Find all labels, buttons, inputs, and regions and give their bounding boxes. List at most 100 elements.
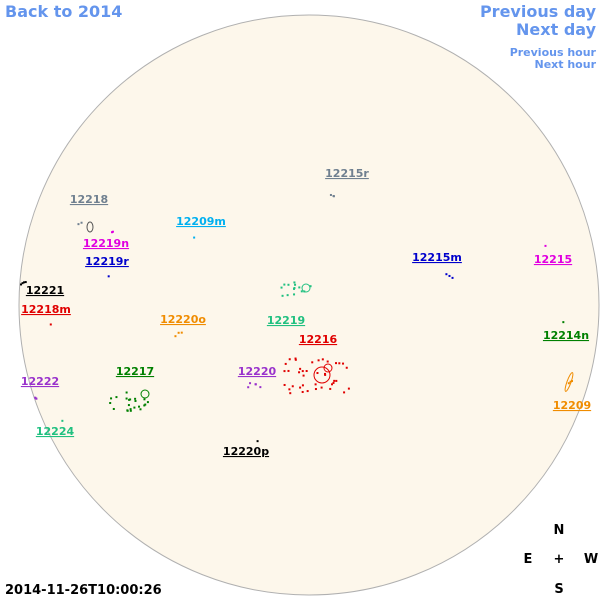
sunspot (21, 282, 24, 285)
sunspot (129, 409, 132, 412)
sunspot (177, 331, 180, 334)
sunspot (127, 404, 130, 407)
sunspot (305, 370, 308, 373)
spot-outline (313, 366, 331, 384)
sunspot (125, 397, 128, 400)
back-link[interactable]: Back to 2014 (5, 2, 122, 21)
compass-north: N (554, 523, 565, 538)
spot-outline (86, 221, 94, 233)
sunspot (291, 385, 294, 388)
sunspot (333, 379, 336, 382)
sunspot (343, 391, 346, 394)
sunspot (20, 283, 23, 286)
sunspot (316, 372, 319, 375)
compass-south: S (554, 582, 563, 597)
region-label[interactable]: 12215r (325, 167, 369, 180)
sunspot (133, 406, 136, 409)
next-hour-link[interactable]: Next hour (535, 58, 597, 71)
sunspot (110, 231, 113, 234)
sunspot (110, 397, 113, 400)
previous-day-link[interactable]: Previous day (480, 2, 597, 21)
sunspot (301, 384, 304, 387)
sunspot (126, 409, 129, 412)
sunspot (23, 281, 26, 284)
sunspot (320, 386, 323, 389)
sunspot (335, 362, 338, 365)
sunspot (134, 397, 137, 400)
sunspot (174, 335, 177, 338)
sunspot (288, 388, 291, 391)
region-label[interactable]: 12218m (21, 303, 71, 316)
sunspot (324, 373, 327, 376)
sunspot (254, 383, 257, 386)
region-label[interactable]: 12214n (543, 329, 589, 342)
sunspot (193, 236, 196, 239)
sunspot (286, 294, 289, 297)
sunspot (301, 390, 304, 393)
sunspot (332, 381, 335, 384)
sunspot (280, 286, 283, 289)
sunspot (302, 374, 305, 377)
region-label[interactable]: 12224 (36, 425, 75, 438)
sunspot (125, 391, 128, 394)
sunspot (544, 244, 547, 247)
region-label[interactable]: 12219r (85, 255, 129, 268)
sunspot (128, 398, 131, 401)
sunspot (115, 396, 118, 399)
region-label[interactable]: 12220p (223, 445, 269, 458)
sunspot (129, 408, 132, 411)
sunspot (109, 402, 112, 405)
sunspot (146, 401, 149, 404)
sunspot (283, 283, 286, 286)
sunspot (112, 407, 115, 410)
region-label[interactable]: 12209m (176, 215, 226, 228)
sunspot (287, 283, 290, 286)
sunspot (321, 358, 324, 361)
sunspot (283, 383, 286, 386)
sunspot (331, 383, 334, 386)
compass-east: E (524, 552, 533, 567)
sunspot (61, 419, 64, 422)
region-label[interactable]: 12219 (267, 314, 305, 327)
timestamp: 2014-11-26T10:00:26 (5, 583, 162, 598)
region-label[interactable]: 12215m (412, 251, 462, 264)
sunspot (289, 392, 292, 395)
region-label[interactable]: 12215 (534, 253, 572, 266)
spot-outline (301, 283, 311, 293)
sunspot (77, 223, 80, 226)
sunspot (317, 359, 320, 362)
sunspot (562, 321, 565, 324)
region-label[interactable]: 12220o (160, 313, 206, 326)
region-label[interactable]: 12218 (70, 193, 108, 206)
sunspot (283, 370, 286, 373)
sunspot (332, 195, 335, 198)
sunspot (256, 440, 259, 443)
region-label[interactable]: 12209 (553, 399, 591, 412)
solar-disk (18, 14, 600, 596)
sunspot (249, 382, 252, 385)
sunspot (24, 281, 27, 284)
sunspot (445, 273, 448, 276)
sunspot (259, 386, 262, 389)
region-label[interactable]: 12221 (26, 284, 64, 297)
sunspot (345, 366, 348, 369)
sunspot (329, 193, 332, 196)
sunspot (80, 221, 83, 224)
sunspot (129, 398, 132, 401)
region-label[interactable]: 12222 (21, 375, 59, 388)
sunspot (294, 283, 297, 286)
sunspot (139, 408, 142, 411)
previous-hour-link[interactable]: Previous hour (510, 46, 597, 59)
region-label[interactable]: 12220 (238, 365, 277, 378)
region-label[interactable]: 12216 (299, 333, 338, 346)
next-day-link[interactable]: Next day (516, 20, 597, 39)
sunspot (314, 388, 317, 391)
sunspot (329, 387, 332, 390)
sunspot (309, 285, 312, 288)
sunspot (287, 369, 290, 372)
region-label[interactable]: 12217 (116, 365, 154, 378)
sunspot (134, 399, 137, 402)
sunspot (180, 331, 183, 334)
region-label[interactable]: 12219n (83, 237, 129, 250)
